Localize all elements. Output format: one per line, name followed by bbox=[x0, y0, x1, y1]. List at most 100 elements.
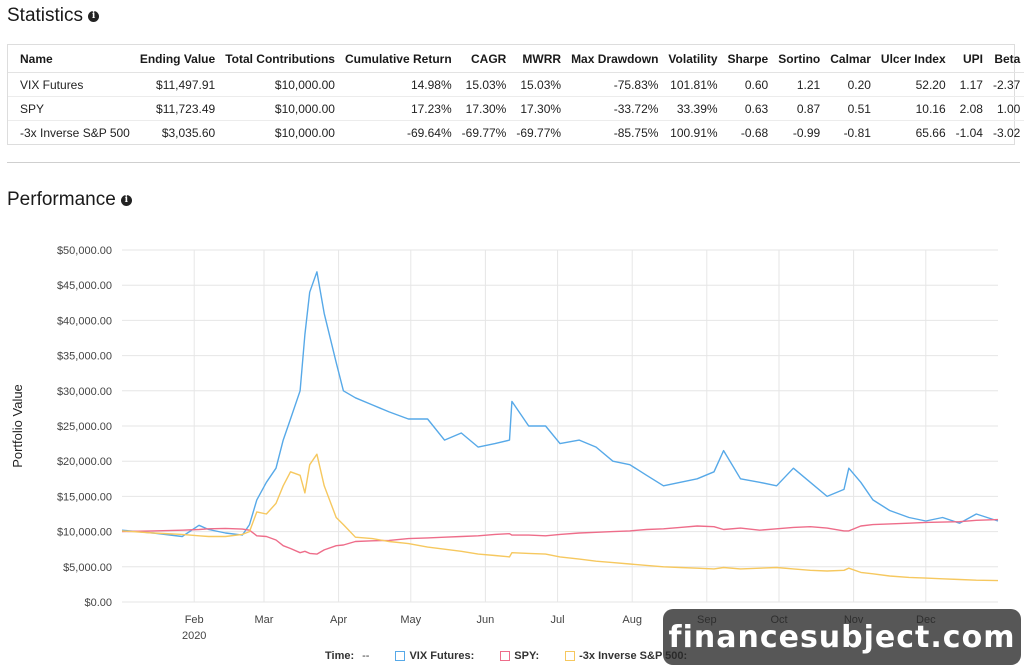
table-cell: 33.39% bbox=[663, 96, 723, 121]
table-cell: -69.77% bbox=[461, 125, 507, 140]
watermark: financesubject.com bbox=[663, 609, 1021, 665]
series-line-spy bbox=[121, 518, 999, 555]
legend-item-spy[interactable]: SPY: bbox=[500, 650, 539, 662]
x-tick-label: Jun bbox=[477, 614, 495, 626]
legend-item-inverse[interactable]: -3x Inverse S&P 500: bbox=[565, 650, 687, 662]
row-name-cell: VIX Futures bbox=[8, 72, 135, 97]
statistics-table: Name Ending Value Total Contributions Cumul… bbox=[8, 45, 1024, 144]
table-cell: 101.81% bbox=[663, 72, 723, 97]
table-cell: -1.04 bbox=[955, 125, 983, 140]
table-cell: 65.66 bbox=[915, 125, 946, 140]
table-cell: 0.63 bbox=[722, 96, 774, 121]
table-cell: $10,000.00 bbox=[220, 96, 340, 121]
statistics-title: Statistics bbox=[7, 5, 84, 26]
y-tick-label: $45,000.00 bbox=[57, 280, 112, 292]
performance-chart[interactable]: $0.00 $5,000.00 $10,000.00 $15,000.00 $20,00… bbox=[0, 230, 1024, 650]
statistics-table-container: Name Ending Value Total Contributions Cumul… bbox=[7, 44, 1024, 145]
table-row: VIX Futures $11,497.91 $10,000.00 14.98% 15.… bbox=[8, 72, 1024, 97]
column-header[interactable]: CAGR bbox=[456, 45, 512, 73]
y-tick-label: $50,000.00 bbox=[57, 245, 112, 257]
y-tick-label: $20,000.00 bbox=[57, 456, 112, 468]
statistics-heading: Statistics i bbox=[7, 5, 100, 27]
table-cell: 1.17 bbox=[950, 72, 988, 97]
column-header[interactable]: Max Drawdown bbox=[566, 45, 664, 73]
table-cell: $3,035.60 bbox=[161, 125, 216, 140]
series-line-inverse-sp500 bbox=[121, 453, 999, 582]
performance-title: Performance bbox=[7, 189, 116, 210]
table-cell: -0.68 bbox=[740, 125, 769, 140]
x-year-label: 2020 bbox=[182, 630, 206, 642]
table-row: SPY $11,723.49 $10,000.00 17.23% 17.30% 17.30… bbox=[8, 96, 1024, 121]
column-header[interactable]: Ulcer Index bbox=[875, 45, 951, 73]
table-cell: 2.08 bbox=[950, 96, 988, 121]
column-header[interactable]: Total Contributions bbox=[220, 45, 340, 73]
table-cell: -69.64% bbox=[406, 125, 452, 140]
y-axis-label: Portfolio Value bbox=[10, 384, 25, 468]
table-cell: 15.03% bbox=[456, 72, 512, 97]
column-header[interactable]: Volatility bbox=[663, 45, 723, 73]
y-tick-label: $40,000.00 bbox=[57, 315, 112, 327]
table-cell: -33.72% bbox=[566, 96, 664, 121]
y-tick-label: $30,000.00 bbox=[57, 386, 112, 398]
table-cell: -2.37 bbox=[987, 72, 1024, 97]
table-cell: 14.98% bbox=[339, 72, 457, 97]
table-cell: 17.30% bbox=[456, 96, 512, 121]
info-icon[interactable]: i bbox=[88, 10, 100, 22]
row-name-cell: SPY bbox=[8, 96, 135, 121]
column-header[interactable]: Beta bbox=[987, 45, 1024, 73]
x-tick-label: Mar bbox=[255, 614, 274, 626]
table-cell: 10.16 bbox=[875, 96, 951, 121]
section-divider bbox=[7, 162, 1020, 163]
legend-swatch-inverse bbox=[565, 651, 576, 661]
table-cell: 1.21 bbox=[773, 72, 826, 97]
table-cell: -75.83% bbox=[566, 72, 664, 97]
table-cell: $10,000.00 bbox=[274, 125, 335, 140]
y-tick-label: $25,000.00 bbox=[57, 421, 112, 433]
column-header[interactable]: MWRR bbox=[511, 45, 567, 73]
table-body: VIX Futures $11,497.91 $10,000.00 14.98% 15.… bbox=[8, 72, 1024, 145]
legend-swatch-spy bbox=[500, 651, 511, 661]
legend-item-vix[interactable]: VIX Futures: bbox=[395, 650, 474, 662]
table-cell: -3.02 bbox=[992, 125, 1021, 140]
table-cell: 100.91% bbox=[670, 125, 718, 140]
table-cell: 0.20 bbox=[825, 72, 876, 97]
column-header[interactable]: Calmar bbox=[825, 45, 876, 73]
legend-label-spy: SPY: bbox=[514, 650, 540, 662]
table-cell: 0.51 bbox=[825, 96, 876, 121]
x-tick-label: Feb bbox=[185, 614, 204, 626]
column-header[interactable]: Ending Value bbox=[134, 45, 221, 73]
column-header[interactable]: UPI bbox=[950, 45, 988, 73]
column-header[interactable]: Name bbox=[8, 45, 135, 73]
x-tick-label: Apr bbox=[330, 614, 347, 626]
info-icon[interactable]: i bbox=[120, 194, 132, 206]
legend-time-label: Time: bbox=[325, 650, 355, 662]
column-header[interactable]: Sharpe bbox=[722, 45, 774, 73]
table-row: -3x Inverse S&P 500 $3,035.60 $10,000.00 -6… bbox=[8, 121, 1024, 145]
row-name-cell: -3x Inverse S&P 500 bbox=[20, 125, 130, 140]
x-tick-label: Aug bbox=[622, 614, 642, 626]
table-cell: $11,723.49 bbox=[134, 96, 221, 121]
x-tick-label: Jul bbox=[551, 614, 565, 626]
column-header[interactable]: Sortino bbox=[773, 45, 826, 73]
table-cell: -0.99 bbox=[792, 125, 821, 140]
performance-heading: Performance i bbox=[7, 189, 132, 211]
table-cell: 1.00 bbox=[987, 96, 1024, 121]
legend-label-vix: VIX Futures: bbox=[409, 650, 475, 662]
table-cell: -0.81 bbox=[843, 125, 871, 140]
table-cell: -85.75% bbox=[613, 125, 659, 140]
y-tick-label: $5,000.00 bbox=[63, 562, 112, 574]
x-tick-label: May bbox=[400, 614, 421, 626]
column-header[interactable]: Cumulative Return bbox=[339, 45, 457, 73]
table-cell: 52.20 bbox=[875, 72, 951, 97]
table-cell: 0.87 bbox=[773, 96, 826, 121]
y-tick-label: $10,000.00 bbox=[57, 527, 112, 539]
series-line-vix-futures bbox=[121, 271, 999, 538]
table-cell: 17.23% bbox=[339, 96, 457, 121]
table-cell: 0.60 bbox=[722, 72, 774, 97]
legend-label-inverse: -3x Inverse S&P 500: bbox=[579, 650, 688, 662]
y-tick-label: $0.00 bbox=[84, 597, 112, 609]
legend-time-value: -- bbox=[362, 650, 370, 662]
table-cell: -69.77% bbox=[516, 125, 562, 140]
legend-swatch-vix bbox=[395, 651, 406, 661]
chart-legend: Time: -- VIX Futures: SPY: -3x Inverse S… bbox=[325, 650, 713, 662]
